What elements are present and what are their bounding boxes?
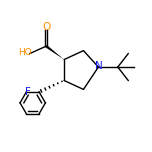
- Text: F: F: [25, 87, 31, 97]
- Polygon shape: [45, 45, 64, 60]
- Text: O: O: [42, 22, 50, 32]
- Text: HO: HO: [18, 48, 31, 57]
- Text: N: N: [95, 60, 102, 71]
